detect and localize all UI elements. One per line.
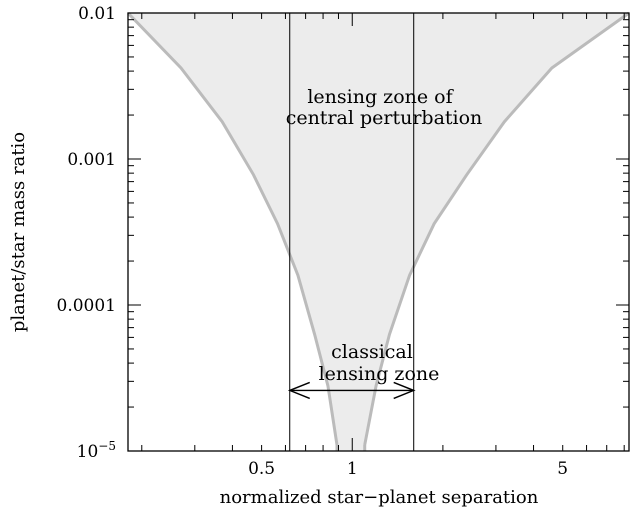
boundary-curves-layer	[126, 11, 630, 451]
x-axis-label: normalized star−planet separation	[220, 487, 539, 508]
classical-zone-arrow-right-head	[393, 381, 416, 400]
x-tick-label: 0.5	[248, 459, 275, 479]
x-tick-labels: 0.5 1 5	[248, 459, 568, 479]
left-boundary-curve	[126, 11, 339, 446]
y-tick-labels: 0.01 0.001 0.0001 10−5	[57, 4, 116, 462]
classical-zone-arrow	[287, 381, 416, 400]
classical-zone-arrow-left-head	[287, 381, 310, 400]
y-tick-exponent: −5	[98, 439, 116, 453]
y-tick-label: 10−5	[77, 439, 116, 462]
lensing-region	[128, 13, 629, 451]
lensing-region-layer	[128, 13, 629, 451]
y-tick-label: 0.0001	[57, 296, 116, 316]
classical-zone-label-line2: lensing zone	[319, 363, 440, 385]
y-axis-label: planet/star mass ratio	[8, 132, 29, 332]
classical-zone-boundaries	[289, 13, 415, 451]
right-boundary-curve	[363, 11, 630, 446]
x-tick-label: 5	[557, 459, 568, 479]
y-tick-label: 0.01	[78, 4, 116, 24]
y-tick-label: 0.001	[67, 150, 116, 170]
plot-frame	[127, 12, 630, 452]
ticks	[128, 12, 629, 452]
perturbation-zone-label-line1: lensing zone of	[307, 86, 454, 108]
classical-zone-label-line1: classical	[331, 341, 413, 363]
perturbation-zone-label-line2: central perturbation	[286, 107, 483, 129]
x-tick-label: 1	[347, 459, 358, 479]
